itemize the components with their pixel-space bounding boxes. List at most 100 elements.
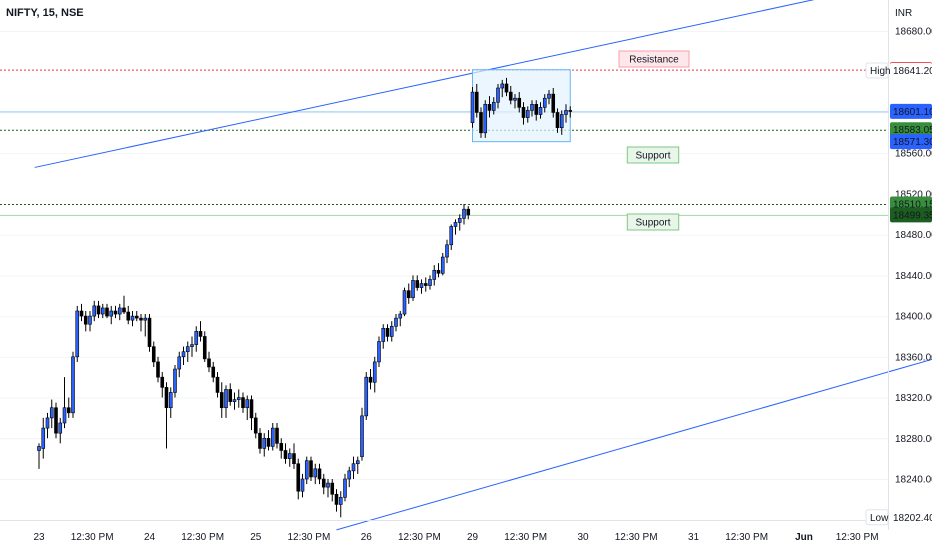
candle-body: [479, 112, 483, 134]
candle: [368, 369, 373, 390]
candle: [432, 265, 437, 286]
price-badge-text: 18571.30: [893, 137, 932, 148]
candle-body: [41, 427, 46, 449]
candle: [398, 311, 403, 327]
range-box[interactable]: [472, 69, 571, 143]
price-badge-bg: [890, 122, 932, 138]
candle: [343, 473, 347, 502]
candle-body: [377, 341, 381, 363]
candle: [190, 336, 194, 357]
candle-body: [530, 104, 534, 111]
candle-body: [347, 470, 352, 480]
price-axis[interactable]: 18680.0018600.0018560.0018480.0018440.00…: [865, 27, 932, 526]
candle: [139, 314, 143, 332]
candle: [219, 382, 224, 418]
candle-body: [109, 310, 114, 317]
candle-body: [130, 315, 135, 321]
candle: [126, 305, 131, 325]
candle: [96, 300, 101, 319]
level-labels[interactable]: Resistance Support Support: [618, 50, 690, 231]
candle-body: [228, 389, 233, 402]
date-tick-label: Jun: [795, 532, 813, 543]
candle: [134, 311, 139, 322]
candle-body: [321, 478, 326, 488]
candle-body: [542, 97, 547, 108]
candle-body: [232, 399, 237, 402]
range-rectangle[interactable]: [472, 69, 571, 143]
price-badge-bg: [890, 134, 932, 150]
candle-body: [568, 110, 573, 112]
candle: [411, 275, 415, 301]
time-tick-label: 12:30 PM: [398, 532, 441, 543]
candles: [37, 77, 573, 518]
date-tick-label: 23: [33, 532, 45, 543]
price-badge: 18583.05: [890, 122, 932, 138]
candle: [232, 392, 237, 410]
candle-body: [317, 468, 322, 480]
price-badge-text: 18499.35: [893, 210, 932, 221]
candle-body: [88, 315, 92, 325]
candle: [211, 361, 216, 383]
trendlines[interactable]: [34, 0, 932, 531]
candle-body: [37, 446, 41, 451]
candle-body: [406, 290, 411, 299]
candle: [37, 443, 41, 469]
candle-body: [326, 482, 330, 488]
support-label[interactable]: Support: [626, 146, 680, 164]
candle: [287, 448, 292, 467]
candle-body: [551, 93, 556, 113]
candle-body: [394, 317, 398, 327]
trendline-upper[interactable]: [34, 0, 834, 168]
time-axis[interactable]: 23 12:30 PM 24 12:30 PM 25 12:30 PM 26 12:30 PM…: [33, 532, 878, 543]
candle-body: [283, 450, 288, 459]
candle-body: [83, 315, 88, 325]
label-box: [618, 50, 690, 68]
candle-body: [462, 208, 466, 219]
candle: [483, 100, 488, 138]
price-tick-label: 18360.00: [895, 352, 932, 363]
candle-body: [470, 91, 475, 123]
candle: [117, 303, 122, 321]
date-tick-label: 26: [361, 532, 373, 543]
candle-body: [96, 305, 101, 315]
candle: [228, 383, 233, 406]
candle: [236, 389, 241, 408]
candle-body: [338, 497, 343, 505]
date-tick-label: 31: [688, 532, 700, 543]
candle-body: [564, 110, 568, 115]
candle: [462, 203, 466, 225]
candle: [151, 341, 156, 367]
candle: [525, 106, 530, 123]
candle: [313, 463, 318, 485]
price-badge-text: 18583.05: [893, 125, 932, 136]
grid: [0, 31, 888, 480]
candle-body: [266, 437, 271, 447]
candle: [334, 489, 339, 512]
candle-body: [122, 307, 126, 313]
candle-body: [381, 328, 386, 342]
candle-body: [500, 83, 505, 89]
candle-body: [538, 107, 543, 115]
candle-body: [292, 453, 296, 465]
trendline-lower[interactable]: [336, 324, 932, 531]
candle: [564, 104, 568, 123]
candle-body: [411, 280, 415, 299]
price-tick-label: 18480.00: [895, 230, 932, 241]
resistance-label[interactable]: Resistance: [618, 50, 690, 68]
candle-body: [79, 310, 84, 317]
label-box: [626, 213, 680, 231]
candle: [49, 399, 54, 429]
candle-body: [504, 83, 509, 93]
candle-body: [517, 97, 522, 108]
candle-body: [402, 290, 407, 315]
candle-body: [113, 310, 118, 315]
support-label[interactable]: Support: [626, 213, 680, 231]
price-tag-bg: [865, 509, 889, 526]
candle: [177, 351, 182, 378]
candle: [496, 83, 500, 109]
candle-body: [215, 376, 220, 393]
candle: [292, 443, 296, 469]
candle-body: [62, 407, 67, 424]
